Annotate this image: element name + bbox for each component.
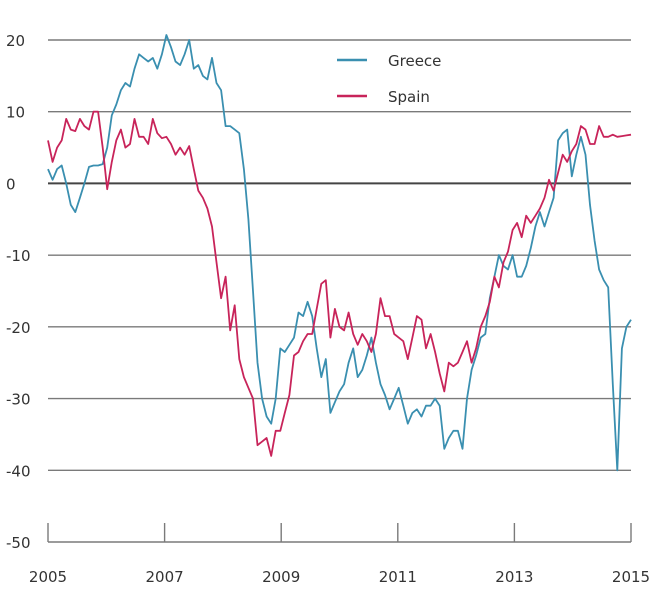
legend-entry-spain: Spain [337, 88, 430, 106]
y-tick-label: -10 [6, 247, 31, 265]
x-tick-label: 2005 [29, 568, 67, 586]
legend-label-spain: Spain [388, 88, 430, 106]
y-tick-label: 20 [6, 32, 25, 50]
series-line-spain [47, 110, 632, 457]
series-line-greece [47, 34, 632, 472]
legend-entry-greece: Greece [337, 52, 441, 70]
x-tick-label: 2015 [612, 568, 650, 586]
legend-label-greece: Greece [388, 52, 441, 70]
x-tick-label: 2013 [495, 568, 533, 586]
legend: Greece Spain [337, 52, 441, 106]
x-axis: 2005 2007 2009 2011 2013 2015 [29, 523, 650, 586]
x-tick-label: 2011 [379, 568, 417, 586]
series-lines [47, 34, 632, 472]
y-tick-label: -40 [6, 462, 31, 480]
y-tick-label: -50 [6, 534, 31, 552]
y-tick-label: 0 [6, 175, 16, 193]
x-tick-label: 2009 [262, 568, 300, 586]
y-axis-tick-labels: 20 10 0 -10 -20 -30 -40 -50 [6, 32, 31, 552]
y-tick-label: -20 [6, 319, 31, 337]
gridlines [48, 39, 631, 471]
x-tick-label: 2007 [146, 568, 184, 586]
y-tick-label: -30 [6, 391, 31, 409]
y-tick-label: 10 [6, 104, 25, 122]
